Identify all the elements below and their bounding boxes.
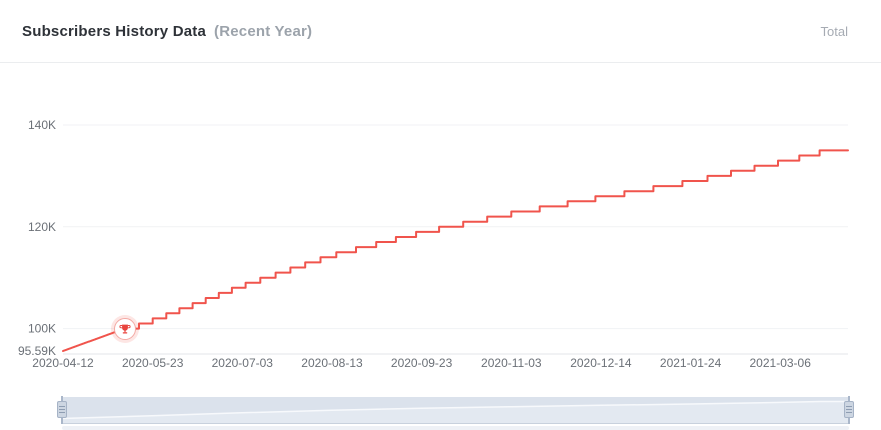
card-header: Subscribers History Data (Recent Year) T… [0, 0, 881, 63]
x-tick-label: 2021-03-06 [750, 356, 812, 370]
trophy-icon [119, 324, 131, 334]
x-tick-label: 2020-07-03 [212, 356, 274, 370]
slider-underbar [62, 426, 849, 430]
x-tick-label: 2020-08-13 [301, 356, 363, 370]
chart-area: 140K 120K 100K 95.59K 2020-04-12 2020-05-23 20… [18, 118, 849, 370]
slider-right-handle[interactable] [843, 396, 855, 424]
slider-shadow-line [62, 400, 849, 420]
y-tick-label: 100K [28, 322, 56, 336]
page-subtitle: (Recent Year) [214, 22, 313, 40]
slider-left-handle[interactable] [56, 396, 68, 424]
slider-handle-grip-icon [844, 401, 854, 418]
datazoom-slider-track[interactable] [57, 396, 854, 424]
slider-data-shadow [62, 397, 849, 420]
slider-handle-grip-icon [57, 401, 67, 418]
y-tick-label: 140K [28, 118, 56, 132]
slider-shadow-area [62, 397, 849, 419]
x-tick-label: 2020-05-23 [122, 356, 184, 370]
y-tick-label: 120K [28, 220, 56, 234]
total-tab[interactable]: Total [820, 23, 848, 39]
x-tick-label: 2021-01-24 [660, 356, 722, 370]
x-tick-label: 2020-04-12 [32, 356, 94, 370]
x-tick-label: 2020-11-03 [481, 356, 542, 370]
milestone-trophy-marker[interactable] [111, 315, 139, 343]
y-tick-label: 95.59K [18, 344, 56, 358]
x-tick-label: 2020-09-23 [391, 356, 453, 370]
page-title: Subscribers History Data [22, 22, 207, 40]
x-tick-label: 2020-12-14 [570, 356, 632, 370]
series-line [62, 149, 849, 352]
